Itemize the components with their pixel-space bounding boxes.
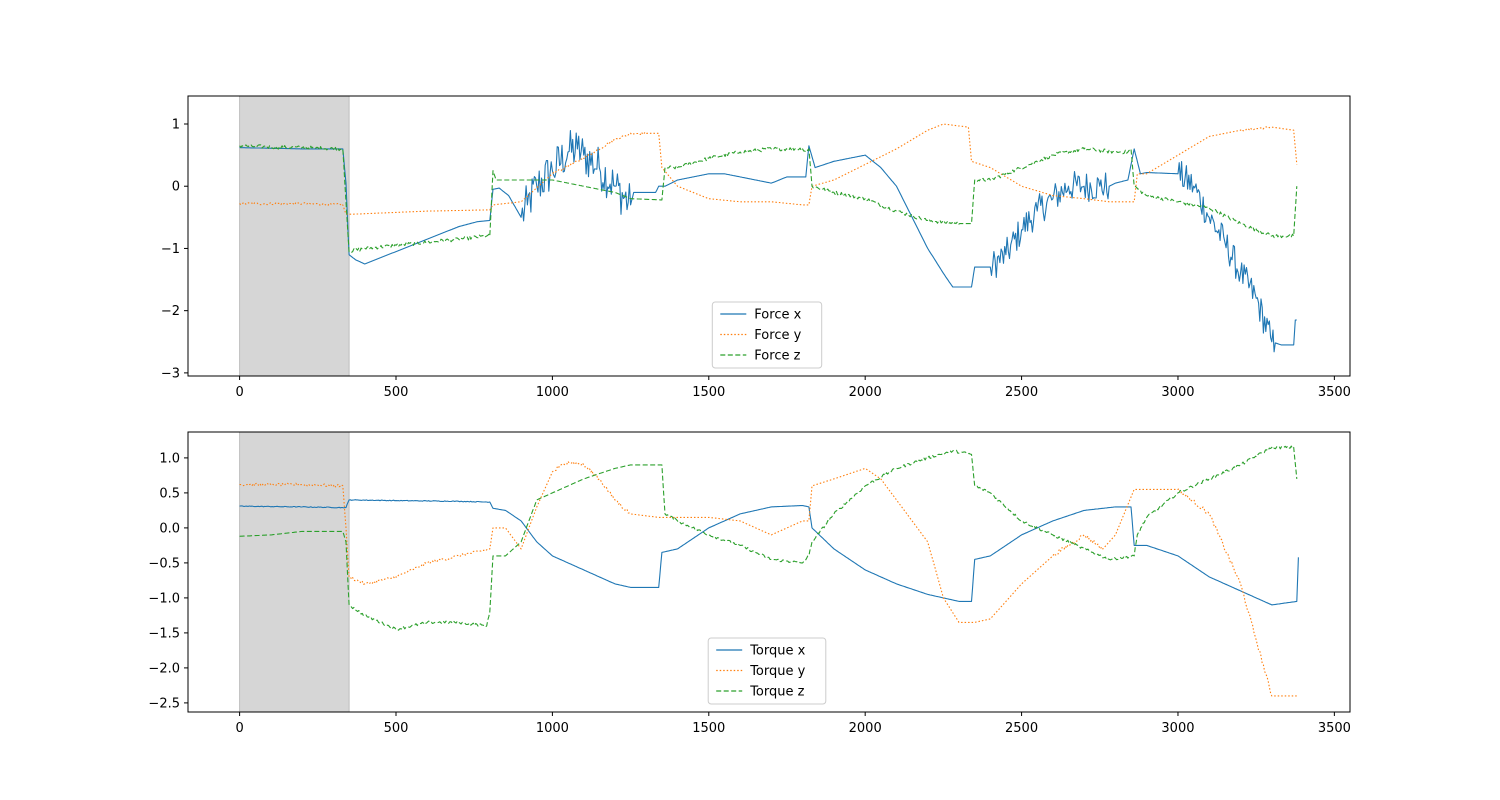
shaded-region xyxy=(239,95,350,377)
legend-label: Force y xyxy=(754,328,801,343)
x-tick-label: 1500 xyxy=(692,721,725,736)
y-tick-label: −0.5 xyxy=(148,556,180,571)
x-tick-label: 500 xyxy=(384,721,409,736)
x-tick-label: 1500 xyxy=(692,385,725,400)
x-tick-label: 0 xyxy=(235,721,243,736)
chart-panel-2: 0 500 1000 1500 2000 2500 3000 3500 1.0 0.5 0.0 −0.… xyxy=(148,431,1351,736)
x-tick-label: 2000 xyxy=(849,721,882,736)
x-tick-label: 3500 xyxy=(1318,385,1351,400)
legend-label: Torque y xyxy=(749,664,805,679)
y-tick-label: 1.0 xyxy=(159,451,180,466)
legend-label: Force x xyxy=(754,308,801,323)
y-tick-label: −1 xyxy=(161,242,180,257)
y-tick-label: −1.5 xyxy=(148,626,180,641)
legend-label: Torque z xyxy=(749,685,804,700)
series-line-torque-y xyxy=(239,460,1299,697)
legend-label: Torque x xyxy=(749,644,805,659)
legend: Torque x Torque y Torque z xyxy=(707,637,827,705)
y-tick-label: 0.5 xyxy=(159,486,180,501)
chart-panel-1: 0 500 1000 1500 2000 2500 3000 3500 1 0 −1 −2 −3 Forc… xyxy=(161,95,1351,400)
series-line-torque-x xyxy=(239,499,1299,606)
y-tick-label: −2 xyxy=(161,304,180,319)
x-tick-label: 1000 xyxy=(536,385,569,400)
x-tick-label: 3000 xyxy=(1161,721,1194,736)
axes-frame xyxy=(187,431,1351,713)
x-tick-label: 2500 xyxy=(1005,721,1038,736)
legend: Force x Force y Force z xyxy=(711,301,823,369)
x-tick-label: 0 xyxy=(235,385,243,400)
x-tick-label: 2500 xyxy=(1005,385,1038,400)
axes-frame xyxy=(187,95,1351,377)
y-tick-label: −2.0 xyxy=(148,661,180,676)
plot-area xyxy=(239,445,1299,697)
y-tick-label: 0 xyxy=(172,180,180,195)
y-tick-label: −2.5 xyxy=(148,696,180,711)
x-tick-label: 500 xyxy=(384,385,409,400)
y-tick-label: 0.0 xyxy=(159,521,180,536)
x-tick-label: 3500 xyxy=(1318,721,1351,736)
legend-label: Force z xyxy=(754,349,800,364)
x-tick-label: 3000 xyxy=(1161,385,1194,400)
legend-box xyxy=(711,301,823,369)
y-tick-label: −1.0 xyxy=(148,591,180,606)
shaded-region xyxy=(239,431,350,713)
y-tick-label: −3 xyxy=(161,366,180,381)
series-line-force-z xyxy=(239,143,1298,254)
x-tick-label: 2000 xyxy=(849,385,882,400)
legend-box xyxy=(707,637,827,705)
series-line-torque-z xyxy=(239,445,1298,631)
x-tick-label: 1000 xyxy=(536,721,569,736)
y-tick-label: 1 xyxy=(172,118,180,133)
series-line-force-y xyxy=(239,123,1298,215)
plot-area xyxy=(239,123,1298,353)
